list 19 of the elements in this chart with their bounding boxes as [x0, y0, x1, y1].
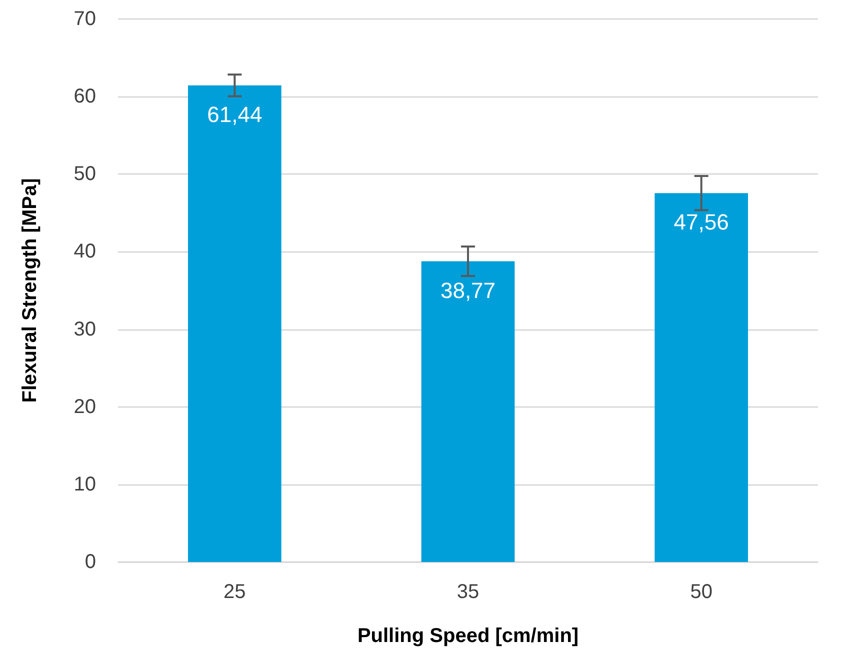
y-tick-label: 50 [74, 163, 96, 186]
data-label: 47,56 [674, 210, 729, 235]
data-label: 61,44 [207, 102, 262, 127]
y-tick-label: 60 [74, 86, 96, 108]
bar [188, 85, 282, 562]
y-tick-label: 0 [84, 551, 96, 573]
x-tick-label: 25 [224, 581, 246, 603]
y-tick-label: 20 [74, 396, 96, 418]
bar [654, 193, 748, 562]
y-axis-title: Flexural Strength [MPa] [19, 178, 41, 403]
y-tick-label: 30 [74, 318, 96, 340]
x-tick-label: 35 [456, 581, 480, 603]
x-tick-label: 50 [690, 581, 712, 603]
x-axis-title: Pulling Speed [cm/min] [357, 625, 579, 647]
data-label: 38,77 [440, 278, 496, 303]
y-tick-label: 10 [74, 473, 96, 496]
bar [421, 261, 515, 562]
y-tick-label: 70 [74, 8, 96, 30]
y-tick-label: 40 [74, 240, 96, 263]
